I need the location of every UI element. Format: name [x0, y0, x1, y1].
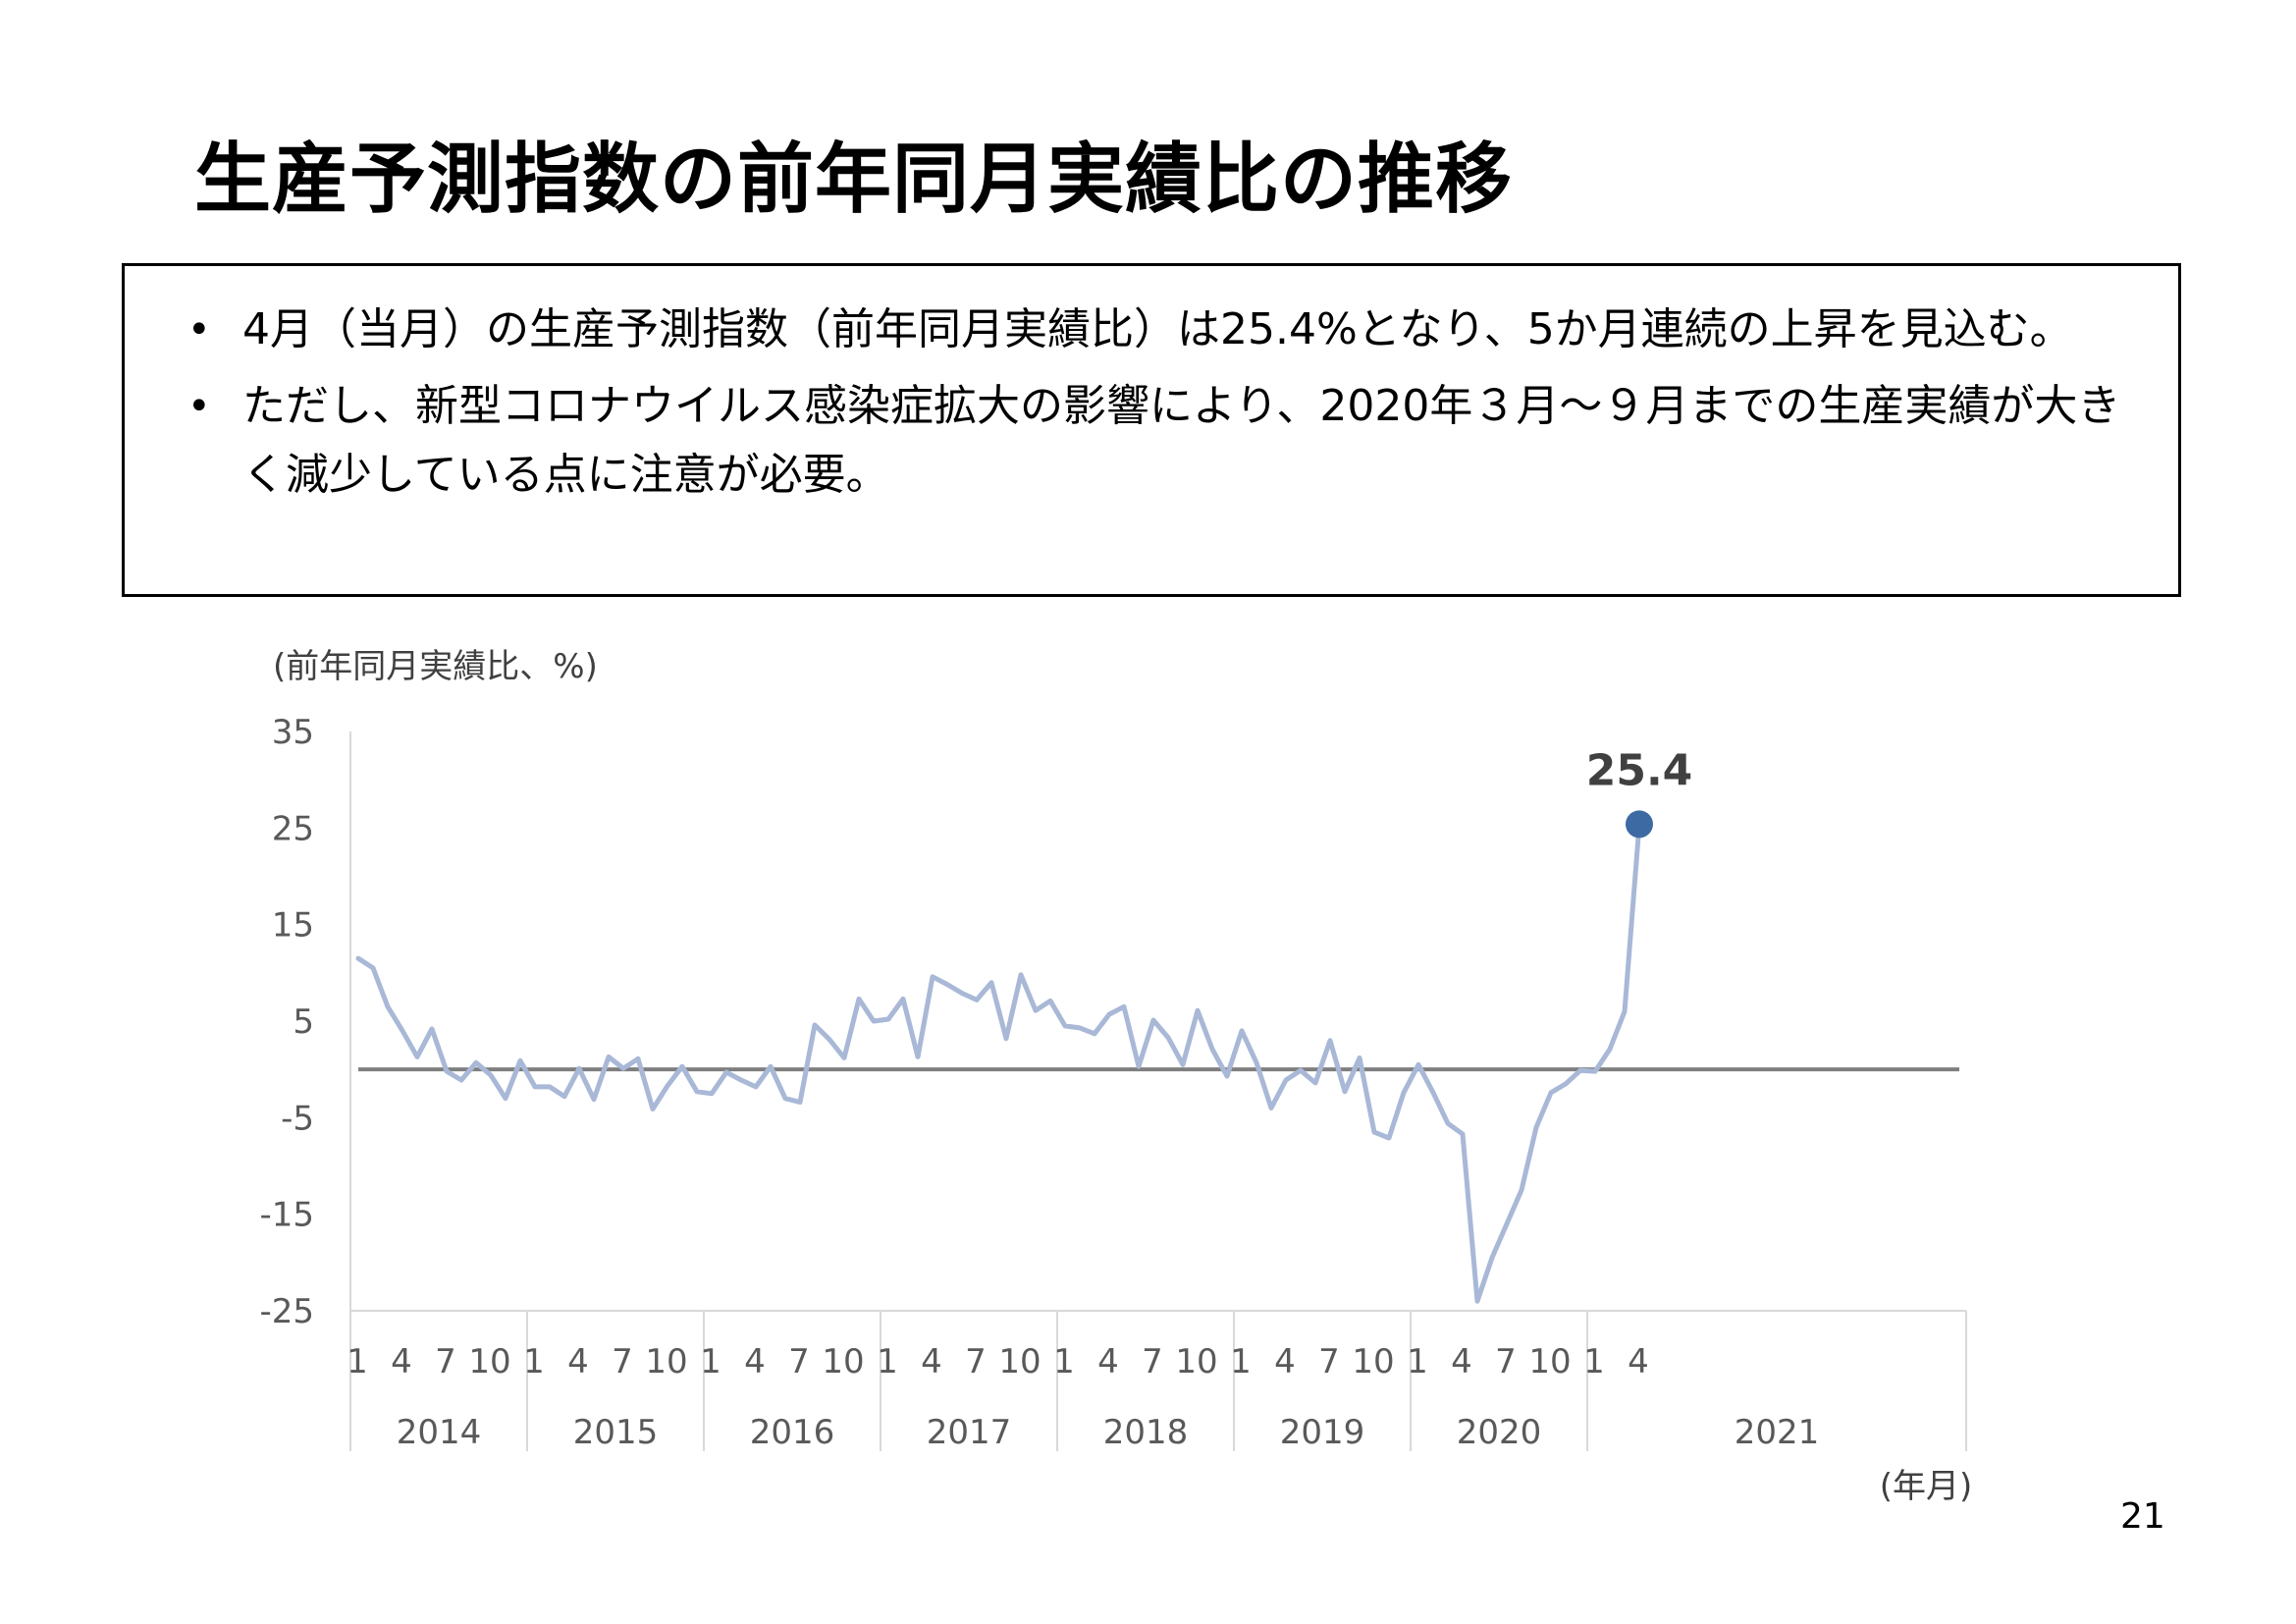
summary-text-2: ただし、新型コロナウイルス感染症拡大の影響により、2020年３月～９月までの生産… — [242, 381, 2121, 500]
summary-box: • 4月（当月）の生産予測指数（前年同月実績比）は25.4%となり、5か月連続の… — [122, 263, 2181, 597]
x-tick-label: 4 — [1451, 1342, 1472, 1381]
x-tick-label: 10 — [1175, 1342, 1217, 1381]
y-tick-label: 35 — [272, 713, 314, 752]
x-tick-label: 7 — [965, 1342, 987, 1381]
x-year-label: 2017 — [927, 1413, 1012, 1452]
x-tick-label: 4 — [744, 1342, 766, 1381]
x-tick-label: 1 — [700, 1342, 721, 1381]
chart-marks: 25.4 — [355, 745, 1959, 1304]
highlight-data-label: 25.4 — [1586, 745, 1693, 795]
y-tick-label: 15 — [272, 906, 314, 946]
x-year-label: 2018 — [1103, 1413, 1189, 1452]
x-tick-label: 7 — [435, 1342, 456, 1381]
y-tick-label: 25 — [272, 809, 314, 848]
x-tick-label: 1 — [877, 1342, 898, 1381]
x-tick-label: 1 — [1583, 1342, 1605, 1381]
x-year-label: 2015 — [573, 1413, 659, 1452]
x-year-label: 2019 — [1280, 1413, 1365, 1452]
x-tick-label: 1 — [1407, 1342, 1428, 1381]
x-tick-label: 10 — [998, 1342, 1041, 1381]
bullet-icon: • — [187, 307, 211, 352]
x-tick-label: 4 — [921, 1342, 942, 1381]
x-tick-label: 1 — [523, 1342, 545, 1381]
y-tick-label: -15 — [259, 1196, 314, 1235]
x-tick-label: 4 — [567, 1342, 589, 1381]
x-year-label: 2020 — [1457, 1413, 1542, 1452]
x-tick-label: 1 — [1230, 1342, 1252, 1381]
summary-text-1: 4月（当月）の生産予測指数（前年同月実績比）は25.4%となり、5か月連続の上昇… — [242, 304, 2073, 354]
y-tick-label: -25 — [259, 1292, 314, 1331]
x-tick-label: 10 — [645, 1342, 687, 1381]
summary-bullet-1: • 4月（当月）の生産予測指数（前年同月実績比）は25.4%となり、5か月連続の… — [180, 296, 2133, 364]
x-axis-label: (年月) — [1880, 1467, 1973, 1506]
y-tick-label: 5 — [293, 1002, 314, 1042]
x-tick-label: 7 — [1495, 1342, 1517, 1381]
bullet-icon: • — [187, 384, 211, 429]
x-tick-label: 7 — [612, 1342, 633, 1381]
page-number: 21 — [2120, 1496, 2165, 1537]
x-tick-label: 4 — [391, 1342, 412, 1381]
y-tick-label: -5 — [281, 1099, 314, 1138]
x-tick-label: 4 — [1274, 1342, 1296, 1381]
x-tick-label: 10 — [822, 1342, 864, 1381]
x-year-label: 2021 — [1735, 1413, 1820, 1452]
x-tick-label: 10 — [1528, 1342, 1571, 1381]
series-line — [355, 821, 1642, 1304]
chart-axes — [349, 731, 1967, 1451]
x-tick-label: 7 — [1142, 1342, 1163, 1381]
x-tick-label: 10 — [1352, 1342, 1394, 1381]
summary-list: • 4月（当月）の生産予測指数（前年同月実績比）は25.4%となり、5か月連続の… — [180, 296, 2133, 517]
x-tick-label: 1 — [347, 1342, 368, 1381]
x-tick-label: 4 — [1628, 1342, 1649, 1381]
x-tick-label: 7 — [788, 1342, 810, 1381]
x-tick-label: 1 — [1053, 1342, 1075, 1381]
highlight-point — [1626, 810, 1653, 839]
x-tick-label: 10 — [468, 1342, 510, 1381]
y-axis-label: (前年同月実績比、%) — [273, 647, 598, 686]
x-year-label: 2016 — [750, 1413, 835, 1452]
x-tick-label: 7 — [1318, 1342, 1340, 1381]
slide-title: 生産予測指数の前年同月実績比の推移 — [194, 135, 1514, 224]
x-tick-label: 4 — [1097, 1342, 1119, 1381]
summary-bullet-2: • ただし、新型コロナウイルス感染症拡大の影響により、2020年３月～９月までの… — [180, 372, 2133, 510]
x-year-label: 2014 — [397, 1413, 482, 1452]
